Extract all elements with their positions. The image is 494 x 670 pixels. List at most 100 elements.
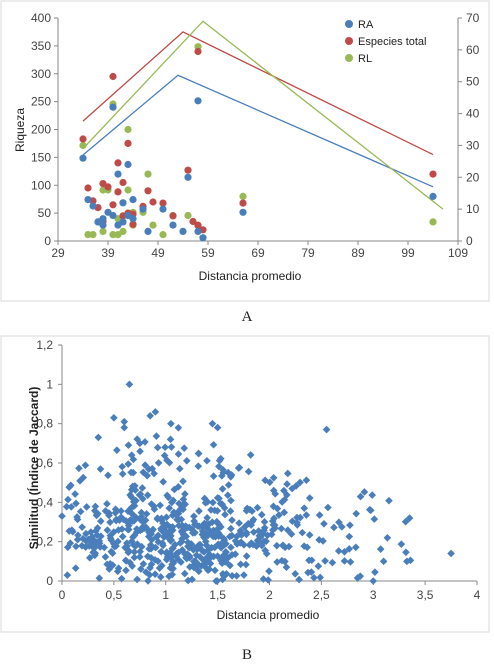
chart-a-frame [0,0,490,302]
x-tick-label: 89 [351,246,365,260]
point-jaccard [133,575,141,584]
chart-a-xlabel: Distancia promedio [199,269,302,283]
point-jaccard [130,548,139,556]
point-jaccard [95,574,104,582]
point-especies [194,47,202,56]
point-jaccard [120,417,129,426]
point-jaccard [207,506,215,514]
point-jaccard [209,498,217,507]
point-jaccard [190,512,198,521]
point-RL [99,227,107,235]
point-jaccard [181,500,189,509]
point-jaccard [280,486,288,495]
point-jaccard [82,537,91,545]
point-jaccard [138,523,147,531]
x-tick-label: 0 [59,588,66,602]
point-jaccard [307,568,316,576]
point-RL [239,192,247,200]
point-jaccard [201,537,210,546]
point-jaccard [171,540,179,549]
point-jaccard [163,520,171,529]
point-jaccard [283,491,291,499]
trendline-especies [82,31,434,156]
point-jaccard [163,491,171,500]
point-jaccard [179,495,188,504]
point-RA [79,154,87,162]
point-jaccard [293,518,301,527]
point-jaccard [175,499,183,508]
y2-tick-label: 10 [466,202,480,216]
point-jaccard [260,518,269,526]
point-jaccard [242,552,251,560]
point-jaccard [203,523,211,532]
panel-label-a: A [242,309,253,325]
point-jaccard [137,542,146,551]
point-jaccard [208,518,217,526]
point-jaccard [81,461,90,470]
point-jaccard [307,556,316,565]
chart-b-ylabel: Similitud (Índice de Jaccard) [26,387,41,550]
point-especies [194,221,202,229]
point-jaccard [277,524,286,533]
point-jaccard [162,555,171,564]
point-jaccard [319,537,327,545]
point-especies [149,198,157,206]
point-jaccard [167,536,176,544]
point-RL [119,227,127,235]
point-RA [144,227,152,235]
point-jaccard [261,476,269,485]
point-jaccard [155,564,164,572]
point-jaccard [103,500,111,508]
point-jaccard [85,554,94,562]
point-jaccard [133,435,141,443]
point-jaccard [356,492,365,501]
point-jaccard [447,549,455,558]
point-jaccard [235,463,244,472]
point-jaccard [118,525,126,533]
point-jaccard [369,577,378,585]
point-jaccard [139,518,148,527]
trendline-RA [82,74,434,188]
point-jaccard [291,570,300,578]
point-jaccard [122,517,130,525]
point-jaccard [94,509,102,518]
point-jaccard [104,471,112,480]
point-jaccard [63,571,72,579]
point-jaccard [154,557,162,565]
point-jaccard [184,576,192,585]
x-tick-label: 79 [301,246,315,260]
point-jaccard [114,564,123,573]
point-jaccard [219,468,228,477]
x-tick-label: 0,5 [106,588,123,602]
point-jaccard [73,535,82,544]
point-jaccard [84,535,93,544]
point-jaccard [221,510,229,519]
point-RL [124,125,132,134]
point-jaccard [271,490,279,498]
point-jaccard [109,540,118,548]
point-jaccard [126,558,134,567]
point-RA [159,205,167,213]
point-jaccard [133,525,141,533]
point-jaccard [198,530,207,539]
point-jaccard [249,528,258,536]
point-jaccard [178,522,187,530]
point-jaccard [76,477,84,485]
point-jaccard [167,553,176,561]
legend-label-RA: RA [358,19,374,31]
point-jaccard [82,529,90,538]
point-jaccard [182,532,191,541]
point-jaccard [224,554,232,562]
trendline-RL [82,20,444,210]
point-jaccard [403,557,411,566]
point-jaccard [397,540,406,548]
point-jaccard [181,490,189,498]
point-jaccard [247,521,255,529]
x-tick-label: 29 [51,246,65,260]
point-especies [184,166,192,174]
point-jaccard [124,441,133,450]
y-tick-label: 1 [46,377,53,391]
point-jaccard [207,543,216,552]
point-jaccard [214,532,223,540]
point-jaccard [136,547,144,556]
